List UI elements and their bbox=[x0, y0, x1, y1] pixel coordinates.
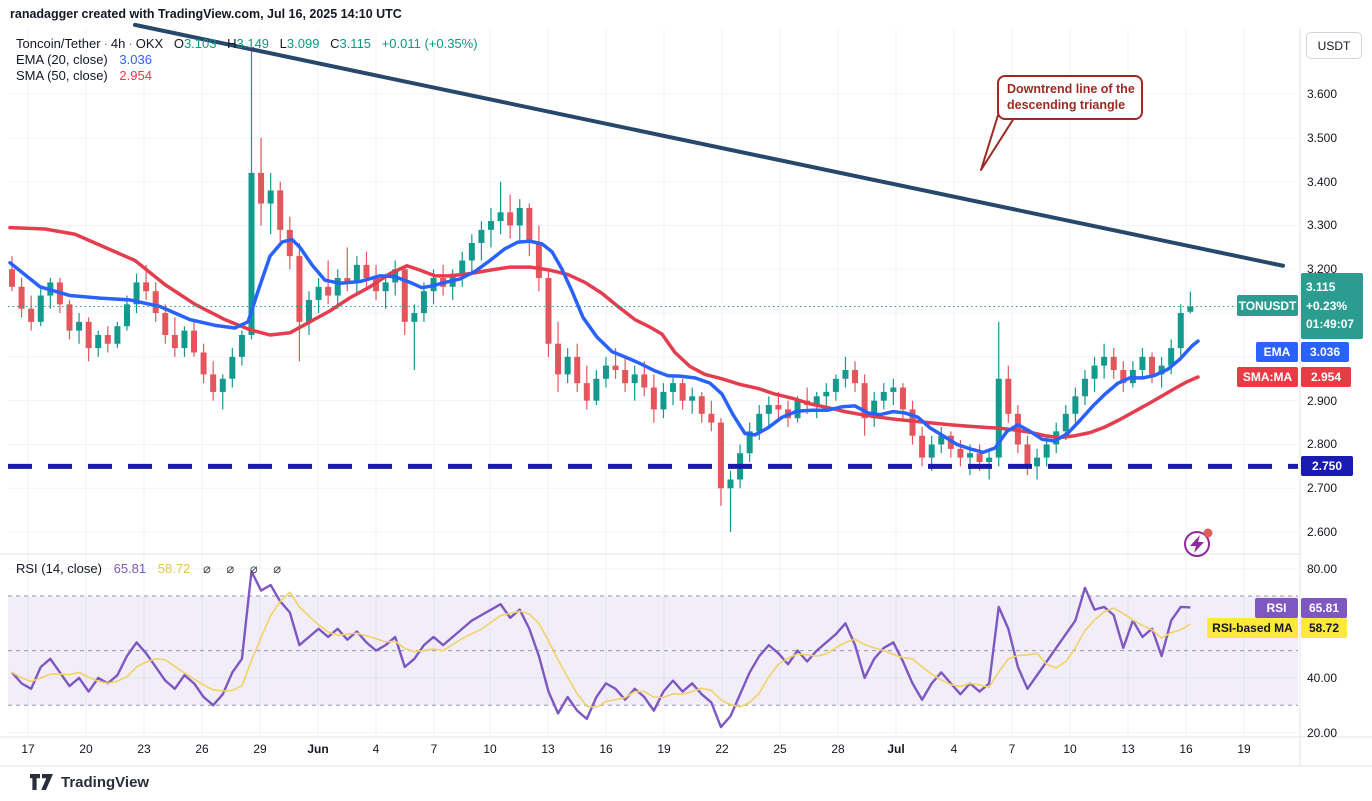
price-tick-2.600[interactable]: 2.600 bbox=[1307, 525, 1338, 540]
ema-badge-value: 3.036 bbox=[1301, 342, 1349, 362]
time-tick-16[interactable]: 16 bbox=[599, 742, 613, 756]
ema-legend-row[interactable]: EMA (20, close) 3.036 bbox=[16, 52, 152, 67]
symbol-legend-row[interactable]: Toncoin/Tether · 4h · OKX O3.103 H3.149 L3.0… bbox=[16, 36, 478, 51]
ema-value: 3.036 bbox=[119, 52, 152, 67]
close-label: C bbox=[330, 36, 340, 51]
time-tick-4[interactable]: 4 bbox=[950, 742, 958, 756]
time-tick-10[interactable]: 10 bbox=[483, 742, 497, 756]
price-tick-2.700[interactable]: 2.700 bbox=[1307, 481, 1338, 496]
time-tick-16[interactable]: 16 bbox=[1179, 742, 1193, 756]
sma-value: 2.954 bbox=[119, 68, 152, 83]
legend-separator: · bbox=[103, 36, 108, 51]
high-value: 3.149 bbox=[236, 36, 270, 51]
time-tick-Jun[interactable]: Jun bbox=[307, 742, 329, 756]
price-tick-3.400[interactable]: 3.400 bbox=[1307, 174, 1338, 189]
time-tick-19[interactable]: 19 bbox=[657, 742, 671, 756]
rsi-tick-80.00[interactable]: 80.00 bbox=[1307, 561, 1338, 576]
price-tick-3.600[interactable]: 3.600 bbox=[1307, 87, 1338, 102]
sma-label[interactable]: SMA (50, close) bbox=[16, 68, 108, 83]
time-tick-29[interactable]: 29 bbox=[253, 742, 267, 756]
symbol-interval[interactable]: 4h bbox=[110, 36, 126, 51]
price-tick-2.800[interactable]: 2.800 bbox=[1307, 437, 1338, 452]
time-tick-25[interactable]: 25 bbox=[773, 742, 787, 756]
rsi-line bbox=[11, 570, 1191, 729]
lightning-icon[interactable] bbox=[1184, 528, 1213, 557]
time-tick-17[interactable]: 17 bbox=[21, 742, 35, 756]
time-tick-26[interactable]: 26 bbox=[195, 742, 209, 756]
rsi-tick-20.00[interactable]: 20.00 bbox=[1307, 725, 1338, 740]
downtrend-annotation[interactable]: Downtrend line of the descending triangl… bbox=[997, 75, 1143, 121]
symbol-exchange: OKX bbox=[135, 36, 164, 51]
time-tick-10[interactable]: 10 bbox=[1063, 742, 1077, 756]
rsi-value: 65.81 bbox=[113, 561, 147, 576]
ema-badge-label: EMA bbox=[1256, 342, 1298, 362]
time-tick-22[interactable]: 22 bbox=[715, 742, 729, 756]
open-value: 3.103 bbox=[183, 36, 217, 51]
low-value: 3.099 bbox=[286, 36, 320, 51]
currency-unit-button[interactable]: USDT bbox=[1306, 32, 1362, 59]
time-tick-Jul[interactable]: Jul bbox=[887, 742, 905, 756]
tradingview-logo-text: TradingView bbox=[61, 774, 150, 791]
rsi-ma-value: 58.72 bbox=[157, 561, 191, 576]
candles bbox=[9, 50, 1194, 533]
support-badge-value: 2.750 bbox=[1301, 456, 1353, 476]
rsi-label[interactable]: RSI (14, close) bbox=[16, 561, 102, 576]
rsi-tick-40.00[interactable]: 40.00 bbox=[1307, 670, 1338, 685]
high-label: H bbox=[227, 36, 237, 51]
downtrend-line[interactable] bbox=[133, 22, 1285, 268]
time-tick-13[interactable]: 13 bbox=[1121, 742, 1135, 756]
alert-dot bbox=[1203, 528, 1213, 538]
ema20-line bbox=[8, 237, 1200, 455]
sma-badge-label: SMA:MA bbox=[1237, 367, 1298, 387]
tradingview-logo[interactable]: TradingView bbox=[30, 774, 149, 791]
ema-label[interactable]: EMA (20, close) bbox=[16, 52, 108, 67]
price-tick-3.300[interactable]: 3.300 bbox=[1307, 218, 1338, 233]
price-tick-3.500[interactable]: 3.500 bbox=[1307, 130, 1338, 145]
time-tick-4[interactable]: 4 bbox=[372, 742, 380, 756]
rsi-badge-label: RSI bbox=[1255, 598, 1298, 618]
price-tick-2.900[interactable]: 2.900 bbox=[1307, 393, 1338, 408]
low-label: L bbox=[279, 36, 287, 51]
symbol-badge-label: TONUSDT bbox=[1237, 295, 1298, 316]
symbol-badge-values: 3.115 +0.23% 01:49:07 bbox=[1301, 273, 1363, 339]
symbol-name[interactable]: Toncoin/Tether bbox=[16, 36, 101, 51]
time-tick-20[interactable]: 20 bbox=[79, 742, 93, 756]
rsi-badge-value: 65.81 bbox=[1301, 598, 1347, 618]
annotation-tail bbox=[980, 111, 1017, 171]
tradingview-logo-icon bbox=[30, 774, 53, 790]
rsi-ma-badge-label: RSI-based MA bbox=[1207, 618, 1298, 638]
sma-badge-value: 2.954 bbox=[1301, 367, 1351, 387]
rsi-legend-row[interactable]: RSI (14, close) 65.81 58.72 ⌀ ⌀ ⌀ ⌀ bbox=[16, 561, 287, 577]
legend-separator: · bbox=[128, 36, 133, 51]
time-tick-23[interactable]: 23 bbox=[137, 742, 151, 756]
time-tick-28[interactable]: 28 bbox=[831, 742, 845, 756]
time-tick-19[interactable]: 19 bbox=[1237, 742, 1251, 756]
sma50-line bbox=[8, 225, 1200, 440]
time-tick-13[interactable]: 13 bbox=[541, 742, 555, 756]
rsi-ma-line bbox=[11, 591, 1191, 709]
change-value: +0.011 (+0.35%) bbox=[381, 36, 478, 51]
time-tick-7[interactable]: 7 bbox=[430, 742, 438, 756]
close-value: 3.115 bbox=[339, 36, 372, 51]
time-tick-7[interactable]: 7 bbox=[1008, 742, 1016, 756]
gridlines bbox=[8, 28, 1298, 737]
price-tick-3.200[interactable]: 3.200 bbox=[1307, 262, 1338, 277]
rsi-hidden-markers: ⌀ ⌀ ⌀ ⌀ bbox=[202, 561, 288, 576]
sma-legend-row[interactable]: SMA (50, close) 2.954 bbox=[16, 68, 152, 83]
credit-line: ranadagger created with TradingView.com,… bbox=[10, 7, 402, 21]
rsi-ma-badge-value: 58.72 bbox=[1301, 618, 1347, 638]
open-label: O bbox=[173, 36, 184, 51]
